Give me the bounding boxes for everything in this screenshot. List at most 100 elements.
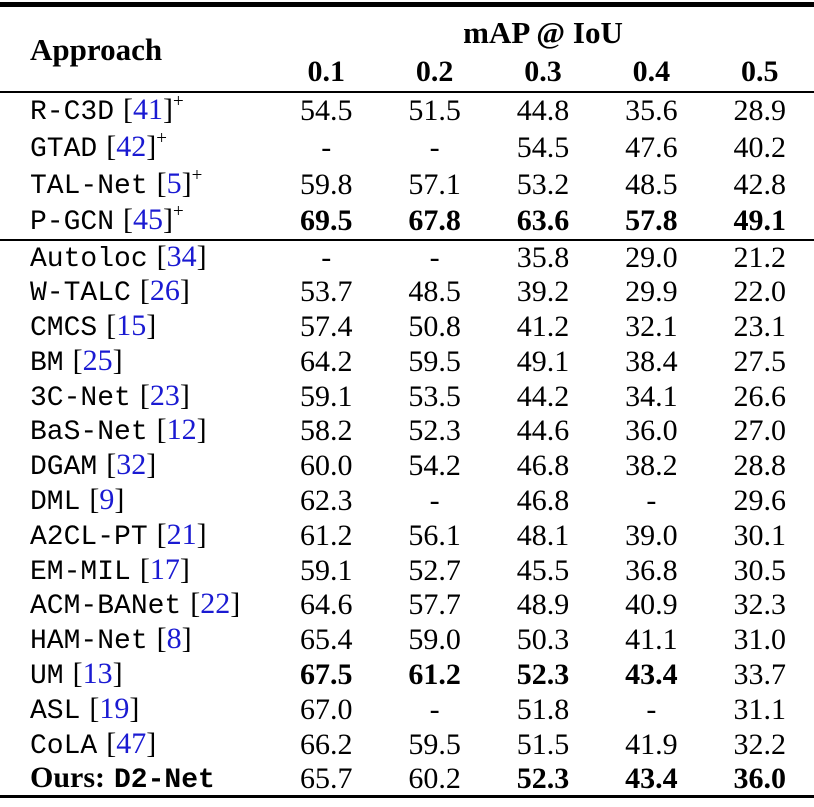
map-value-cell: 50.3: [516, 623, 570, 657]
citation: [21]: [157, 518, 207, 551]
map-value-cell: 52.3: [516, 657, 570, 691]
map-value-cell: 59.1: [299, 553, 353, 587]
citation-close-bracket: ]: [196, 517, 207, 551]
citation-number[interactable]: 17: [149, 552, 180, 586]
citation-open-bracket: [: [123, 203, 134, 236]
citation-close-bracket: ]: [196, 413, 207, 447]
map-value-cell: 34.1: [625, 379, 678, 413]
citation-close-bracket: ]: [179, 378, 190, 412]
map-value-cell: 39.0: [625, 518, 678, 552]
map-value-cell: 59.0: [408, 623, 461, 657]
fully-supervised-marker: +: [191, 164, 203, 186]
citation-number[interactable]: 47: [116, 726, 147, 760]
map-value-cell: 51.5: [408, 94, 461, 127]
method-name: ASL: [30, 695, 81, 727]
method-name: CoLA: [30, 730, 98, 762]
map-value-cell: 61.2: [299, 518, 353, 552]
map-value-cell: 57.8: [625, 204, 678, 237]
table-header: Approach mAP @ IoU 0.1 0.2 0.3 0.4 0.5: [0, 5, 814, 92]
citation-number[interactable]: 34: [166, 239, 197, 273]
table-row: UM [13] 67.5 61.2 52.3 43.4 33.7: [0, 658, 814, 693]
citation-number[interactable]: 32: [116, 448, 147, 482]
citation-number[interactable]: 23: [149, 378, 180, 412]
iou-threshold-header: 0.1: [307, 55, 345, 88]
citation-number[interactable]: 5: [166, 166, 182, 200]
citation-open-bracket: [: [190, 587, 201, 621]
citation-open-bracket: [: [156, 622, 167, 656]
approach-cell: Autoloc [34]: [0, 240, 272, 275]
map-value-cell: 36.8: [625, 553, 678, 587]
citation-number[interactable]: 15: [116, 308, 147, 342]
citation-number[interactable]: 12: [166, 413, 197, 447]
citation-number[interactable]: 13: [82, 656, 113, 690]
approach-cell: ACM-BANet [22]: [0, 588, 272, 623]
map-value-cell: 65.4: [299, 623, 353, 657]
citation-open-bracket: [: [123, 93, 134, 126]
map-value-cell: -: [429, 130, 440, 164]
citation: [9]: [89, 483, 124, 516]
citation-number[interactable]: 26: [149, 274, 180, 308]
map-value-cell: 58.2: [299, 414, 353, 448]
map-iou-group-header: mAP @ IoU: [463, 14, 623, 50]
fully-supervised-marker: +: [156, 127, 167, 149]
citation-open-bracket: [: [72, 343, 83, 377]
citation-number[interactable]: 41: [133, 93, 164, 126]
citation: [34]: [157, 240, 207, 273]
map-value-cell: 52.3: [408, 414, 461, 448]
weakly-supervised-section: Autoloc [34] - -35.8 29.0 21.2 W-TALC [26] 53…: [0, 240, 814, 797]
table-row: EM-MIL [17] 59.1 52.7 45.5 36.8 30.5: [0, 553, 814, 588]
map-value-cell: 41.1: [625, 623, 678, 657]
citation-number[interactable]: 25: [82, 343, 113, 377]
approach-cell: ASL [19]: [0, 692, 272, 727]
approach-cell: HAM-Net [8]: [0, 623, 272, 658]
map-value-cell: 41.2: [516, 309, 570, 343]
map-value-cell: 64.6: [299, 588, 353, 622]
map-value-cell: -: [646, 483, 657, 517]
citation: [32]: [106, 448, 156, 481]
map-value-cell: -: [321, 240, 332, 274]
citation-number[interactable]: 22: [200, 587, 231, 621]
map-value-cell: 54.5: [516, 130, 570, 164]
citation-open-bracket: [: [89, 691, 100, 725]
map-value-cell: 44.6: [516, 414, 570, 448]
citation-close-bracket: ]: [163, 93, 174, 126]
table-row: W-TALC [26] 53.7 48.5 39.2 29.9 22.0: [0, 275, 814, 310]
map-value-cell: 54.5: [299, 94, 353, 127]
map-value-cell: 36.0: [733, 761, 787, 795]
map-value-cell: 30.1: [733, 518, 787, 552]
map-value-cell: 23.1: [733, 309, 787, 343]
map-value-cell: 66.2: [299, 727, 353, 761]
method-name: R-C3D: [30, 97, 115, 128]
method-name: EM-MIL: [30, 556, 131, 588]
map-value-cell: 43.4: [625, 657, 678, 691]
citation-number[interactable]: 21: [166, 517, 197, 551]
iou-threshold-header: 0.4: [632, 55, 671, 88]
fully-supervised-section: R-C3D [41]+ 54.5 51.5 44.8 35.6 28.9 GTAD [42]…: [0, 92, 814, 240]
citation-number[interactable]: 19: [99, 691, 130, 725]
citation-close-bracket: ]: [196, 239, 207, 273]
approach-cell: CoLA [47]: [0, 727, 272, 762]
fully-supervised-marker: +: [173, 91, 184, 112]
table-row: TAL-Net [5]+ 59.8 57.1 53.2 48.5 42.8: [0, 166, 814, 203]
method-name: GTAD: [30, 133, 98, 165]
approach-cell: EM-MIL [17]: [0, 553, 272, 588]
map-value-cell: 31.1: [733, 692, 787, 726]
map-value-cell: 41.9: [625, 727, 678, 761]
citation-close-bracket: ]: [146, 129, 157, 163]
citation-number[interactable]: 45: [133, 203, 164, 236]
table-row: R-C3D [41]+ 54.5 51.5 44.8 35.6 28.9: [0, 92, 814, 129]
map-value-cell: 44.2: [516, 379, 570, 413]
map-value-cell: 56.1: [408, 518, 461, 552]
approach-cell: DGAM [32]: [0, 449, 272, 484]
map-value-cell: 60.0: [299, 449, 353, 483]
map-value-cell: 57.7: [408, 588, 461, 622]
table-row: ACM-BANet [22] 64.6 57.7 48.9 40.9 32.3: [0, 588, 814, 623]
citation-number[interactable]: 9: [99, 482, 115, 516]
citation-number[interactable]: 8: [166, 622, 182, 656]
map-value-cell: 29.9: [625, 275, 678, 309]
citation-close-bracket: ]: [114, 482, 125, 516]
map-value-cell: 26.6: [733, 379, 787, 413]
map-value-cell: 69.5: [299, 204, 353, 237]
citation-number[interactable]: 42: [116, 129, 147, 163]
table-row: DML [9] 62.3 - 46.8 - 29.6: [0, 484, 814, 519]
